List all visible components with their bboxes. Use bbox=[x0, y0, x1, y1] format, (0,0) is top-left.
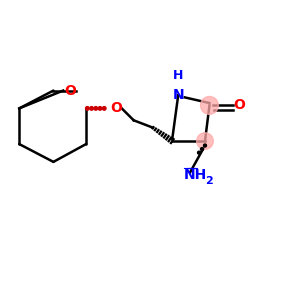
Circle shape bbox=[198, 151, 200, 154]
Circle shape bbox=[200, 148, 203, 151]
Circle shape bbox=[98, 106, 102, 110]
Circle shape bbox=[90, 106, 93, 110]
Circle shape bbox=[203, 144, 206, 147]
Text: O: O bbox=[110, 101, 122, 116]
Circle shape bbox=[197, 133, 213, 149]
Circle shape bbox=[85, 106, 89, 110]
Circle shape bbox=[94, 106, 98, 110]
Text: H: H bbox=[173, 69, 183, 82]
Text: N: N bbox=[172, 88, 184, 102]
Circle shape bbox=[200, 97, 218, 114]
Text: O: O bbox=[64, 84, 76, 98]
Text: 2: 2 bbox=[206, 176, 213, 186]
Text: NH: NH bbox=[184, 168, 207, 182]
Text: O: O bbox=[233, 98, 245, 112]
Circle shape bbox=[102, 106, 106, 110]
